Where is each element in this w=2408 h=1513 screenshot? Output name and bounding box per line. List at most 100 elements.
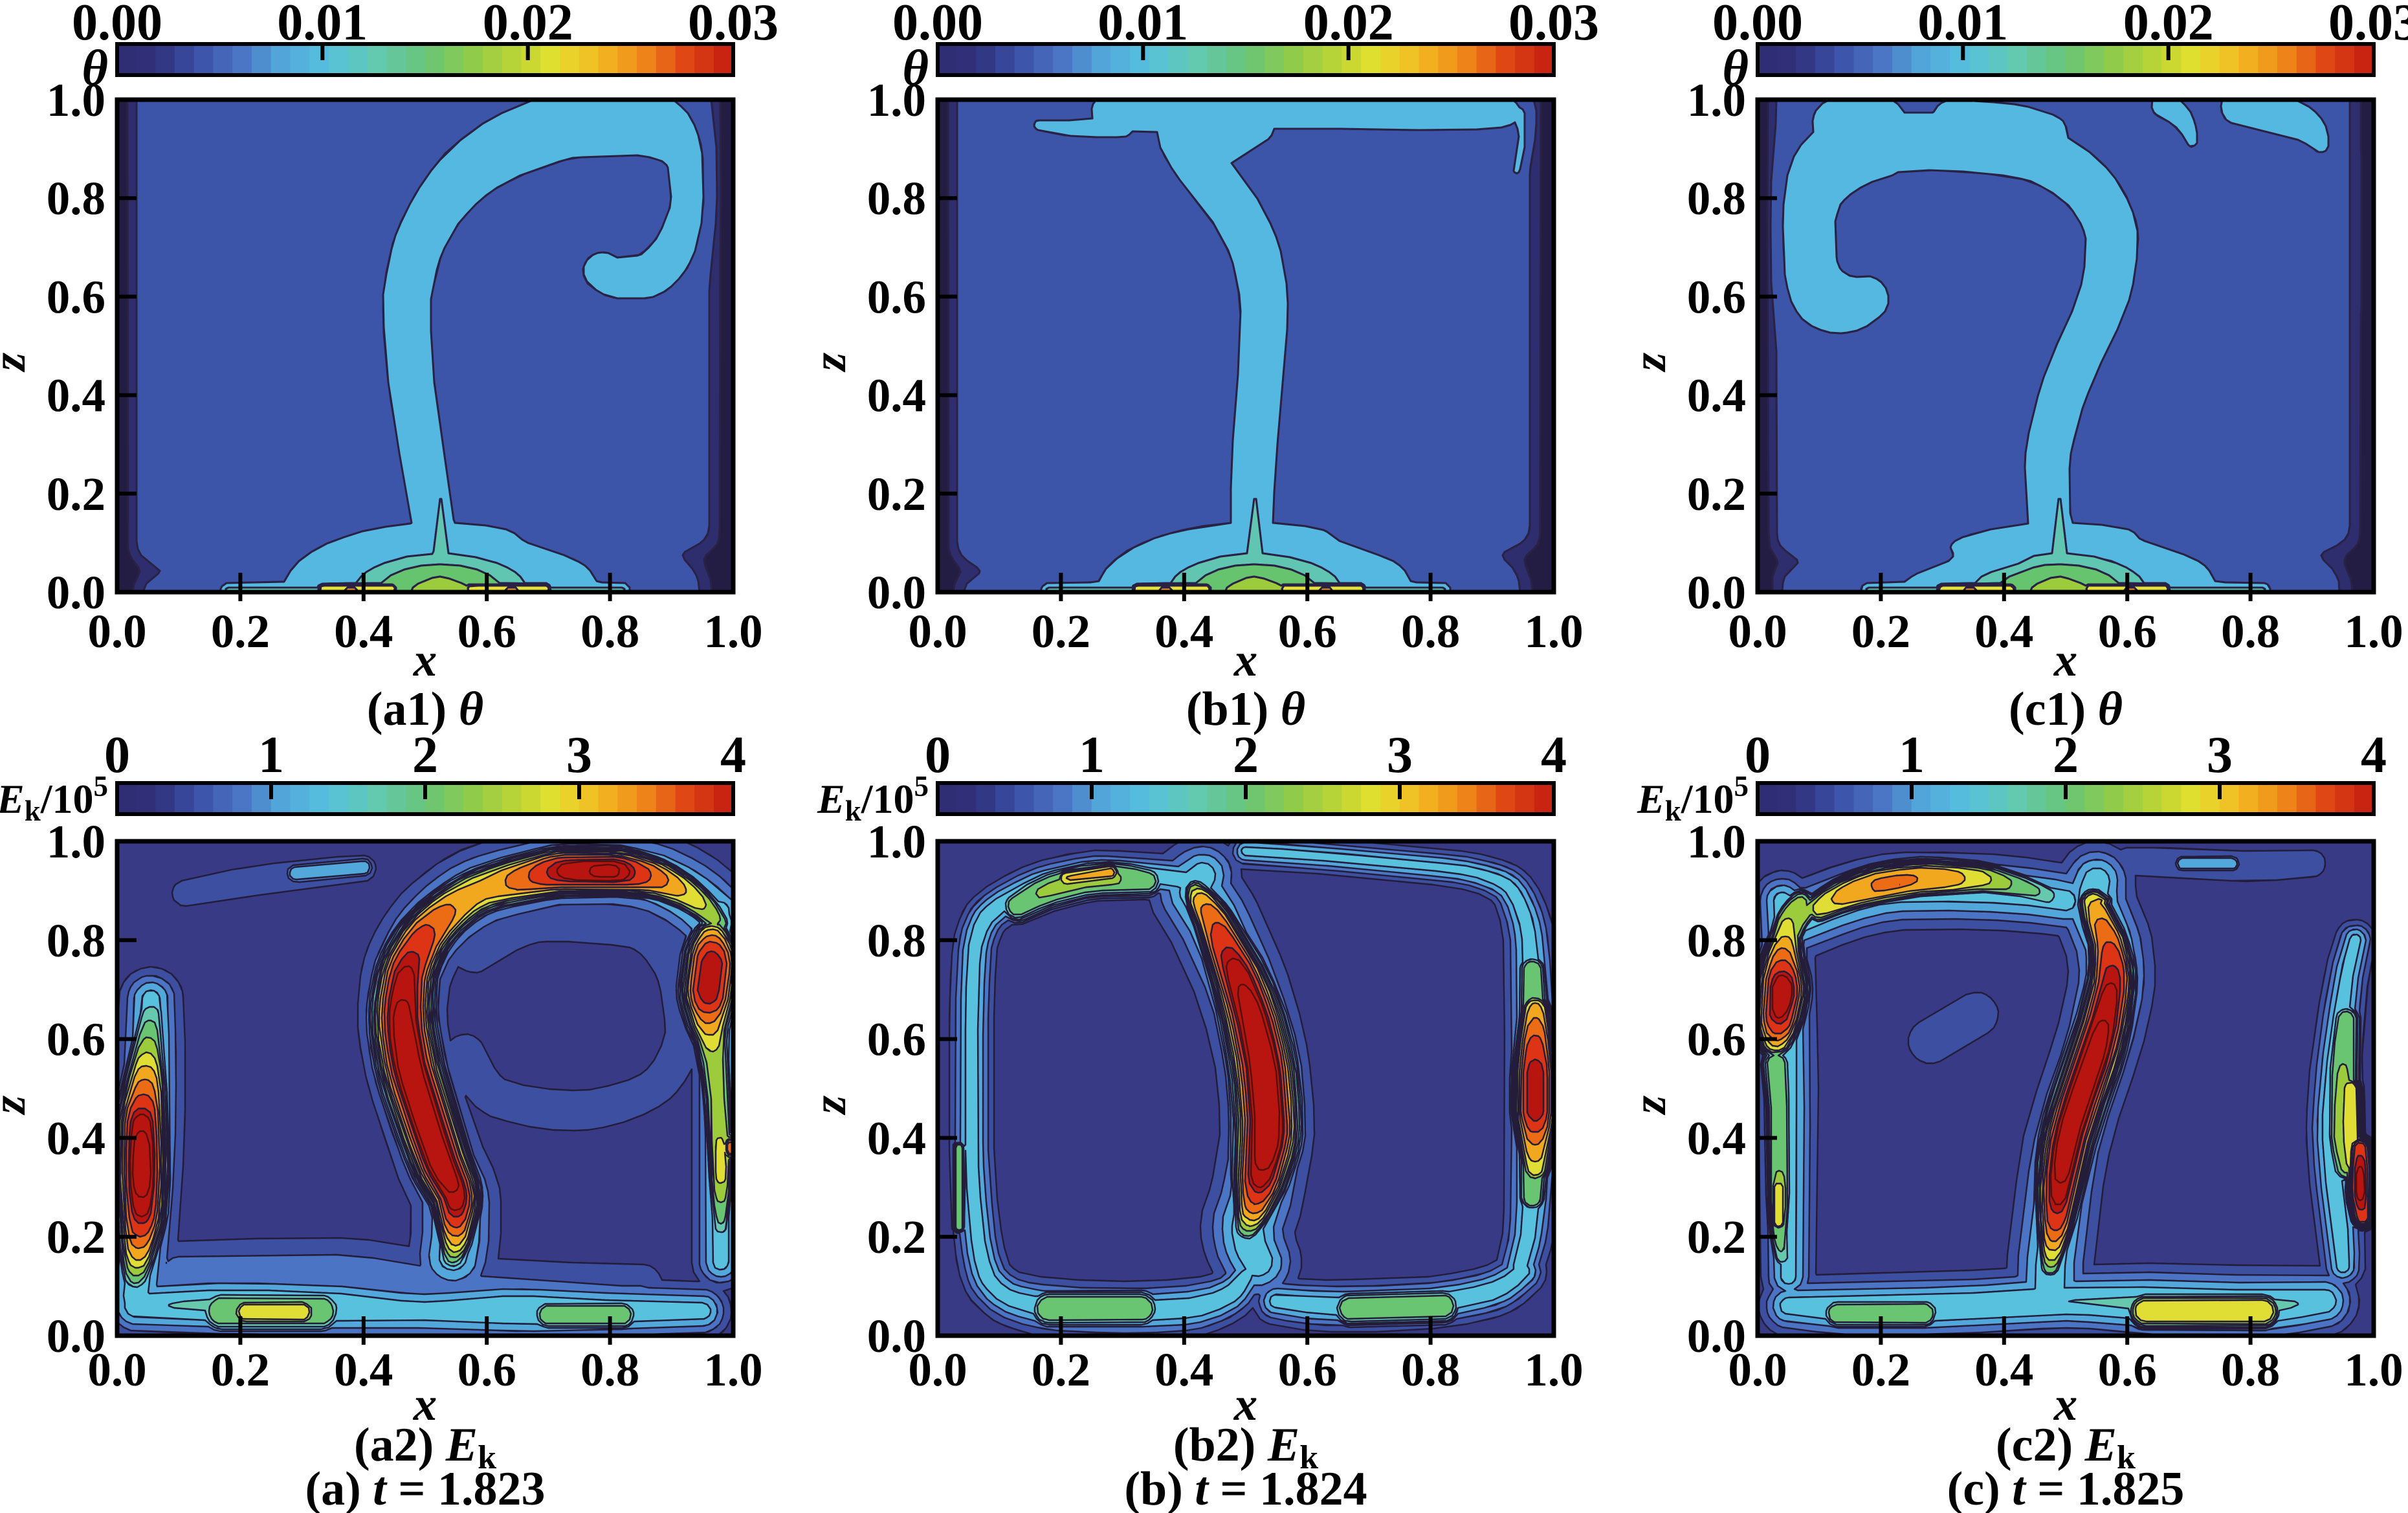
svg-text:0.0: 0.0 — [1687, 1310, 1746, 1362]
svg-text:0.8: 0.8 — [2221, 1343, 2280, 1396]
svg-text:0.8: 0.8 — [867, 172, 926, 225]
svg-text:0.0: 0.0 — [867, 1310, 926, 1362]
svg-text:0.6: 0.6 — [867, 271, 926, 323]
svg-text:1.0: 1.0 — [47, 815, 105, 868]
svg-text:0.2: 0.2 — [47, 1211, 105, 1263]
svg-text:0.2: 0.2 — [1032, 605, 1090, 657]
svg-text:0.2: 0.2 — [47, 468, 105, 520]
svg-text:z: z — [0, 352, 35, 373]
svg-text:0.8: 0.8 — [1401, 1343, 1460, 1396]
svg-text:1.0: 1.0 — [1687, 74, 1746, 126]
svg-text:0.0: 0.0 — [1728, 1343, 1787, 1396]
svg-text:z: z — [803, 1095, 856, 1116]
svg-text:(b) t = 1.824: (b) t = 1.824 — [1124, 1463, 1367, 1513]
svg-text:0: 0 — [104, 727, 130, 784]
svg-text:0.6: 0.6 — [867, 1013, 926, 1066]
svg-text:0.8: 0.8 — [580, 1343, 639, 1396]
svg-text:0.0: 0.0 — [908, 1343, 967, 1396]
svg-text:Ek/105: Ek/105 — [1637, 770, 1749, 827]
svg-text:4: 4 — [2361, 727, 2387, 784]
svg-text:0.2: 0.2 — [1851, 605, 1910, 657]
svg-text:0.8: 0.8 — [867, 914, 926, 967]
svg-text:(b1) θ: (b1) θ — [1186, 683, 1305, 736]
svg-text:z: z — [803, 352, 856, 373]
svg-text:x: x — [413, 1378, 437, 1430]
svg-text:0.2: 0.2 — [1851, 1343, 1910, 1396]
svg-text:z: z — [0, 1095, 35, 1116]
svg-text:1: 1 — [1079, 727, 1105, 784]
svg-text:0: 0 — [1745, 727, 1771, 784]
svg-text:0.4: 0.4 — [1154, 605, 1213, 657]
svg-text:0: 0 — [925, 727, 951, 784]
svg-text:0.4: 0.4 — [1687, 370, 1746, 422]
svg-text:1.0: 1.0 — [703, 1343, 762, 1396]
svg-text:θ: θ — [82, 39, 109, 96]
svg-text:0.4: 0.4 — [1974, 1343, 2033, 1396]
svg-text:0.0: 0.0 — [908, 605, 967, 657]
svg-text:0.0: 0.0 — [47, 1310, 105, 1362]
svg-text:0.0: 0.0 — [1687, 566, 1746, 619]
svg-text:0.0: 0.0 — [87, 605, 146, 657]
svg-text:3: 3 — [1387, 727, 1413, 784]
svg-text:1.0: 1.0 — [1524, 605, 1583, 657]
svg-text:0.4: 0.4 — [47, 370, 105, 422]
svg-text:2: 2 — [1233, 727, 1259, 784]
svg-text:4: 4 — [1541, 727, 1567, 784]
svg-text:0.4: 0.4 — [334, 605, 393, 657]
svg-text:x: x — [2053, 634, 2078, 686]
svg-text:0.6: 0.6 — [458, 605, 516, 657]
svg-text:0.4: 0.4 — [1687, 1112, 1746, 1164]
svg-text:0.6: 0.6 — [1278, 1343, 1337, 1396]
svg-text:(a) t = 1.823: (a) t = 1.823 — [305, 1463, 545, 1513]
svg-text:0.8: 0.8 — [2221, 605, 2280, 657]
svg-text:0.0: 0.0 — [47, 566, 105, 619]
svg-text:(c2) Ek: (c2) Ek — [1996, 1419, 2136, 1476]
svg-text:0.4: 0.4 — [1974, 605, 2033, 657]
svg-text:θ: θ — [1723, 39, 1749, 96]
svg-text:0.2: 0.2 — [867, 468, 926, 520]
svg-text:2: 2 — [2053, 727, 2079, 784]
svg-text:2: 2 — [412, 727, 438, 784]
svg-text:3: 3 — [2207, 727, 2233, 784]
svg-text:x: x — [413, 634, 437, 686]
svg-text:0.4: 0.4 — [334, 1343, 393, 1396]
svg-text:0.8: 0.8 — [580, 605, 639, 657]
svg-text:0.6: 0.6 — [1687, 271, 1746, 323]
svg-text:1.0: 1.0 — [867, 815, 926, 868]
svg-text:(a2) Ek: (a2) Ek — [354, 1419, 496, 1476]
svg-text:0.4: 0.4 — [47, 1112, 105, 1164]
svg-text:x: x — [1233, 1378, 1258, 1430]
svg-text:0.8: 0.8 — [1687, 914, 1746, 967]
svg-text:0.6: 0.6 — [47, 1013, 105, 1066]
svg-text:1.0: 1.0 — [47, 74, 105, 126]
svg-text:0.4: 0.4 — [867, 1112, 926, 1164]
svg-text:(c) t = 1.825: (c) t = 1.825 — [1947, 1463, 2185, 1513]
svg-text:Ek/105: Ek/105 — [817, 770, 929, 827]
svg-text:0.0: 0.0 — [87, 1343, 146, 1396]
svg-text:0.4: 0.4 — [867, 370, 926, 422]
svg-text:x: x — [1233, 634, 1258, 686]
svg-text:1: 1 — [258, 727, 284, 784]
svg-text:z: z — [1623, 1095, 1675, 1116]
svg-text:0.6: 0.6 — [458, 1343, 516, 1396]
svg-text:1.0: 1.0 — [2344, 1343, 2403, 1396]
svg-text:0.6: 0.6 — [1687, 1013, 1746, 1066]
svg-text:0.2: 0.2 — [1032, 1343, 1090, 1396]
svg-text:0.6: 0.6 — [2098, 605, 2157, 657]
svg-text:1.0: 1.0 — [1524, 1343, 1583, 1396]
svg-text:0.0: 0.0 — [867, 566, 926, 619]
svg-text:1.0: 1.0 — [2344, 605, 2403, 657]
svg-text:0.2: 0.2 — [211, 605, 270, 657]
svg-text:Ek/105: Ek/105 — [0, 770, 108, 827]
svg-text:4: 4 — [720, 727, 746, 784]
svg-text:0.6: 0.6 — [47, 271, 105, 323]
svg-text:0.8: 0.8 — [47, 172, 105, 225]
svg-text:(c1) θ: (c1) θ — [2009, 683, 2123, 736]
svg-text:0.4: 0.4 — [1154, 1343, 1213, 1396]
svg-text:0.6: 0.6 — [2098, 1343, 2157, 1396]
svg-text:0.8: 0.8 — [1401, 605, 1460, 657]
svg-text:3: 3 — [566, 727, 592, 784]
svg-text:0.2: 0.2 — [1687, 1211, 1746, 1263]
svg-text:(b2) Ek: (b2) Ek — [1173, 1419, 1318, 1476]
svg-text:0.8: 0.8 — [47, 914, 105, 967]
